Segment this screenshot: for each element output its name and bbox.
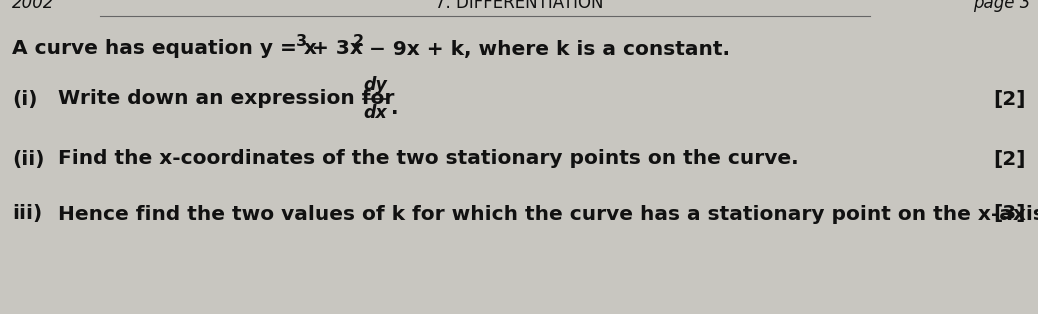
Text: iii): iii) <box>12 204 43 224</box>
Text: Find the x-coordinates of the two stationary points on the curve.: Find the x-coordinates of the two statio… <box>58 149 798 169</box>
Text: [2]: [2] <box>993 149 1026 169</box>
Text: (ii): (ii) <box>12 149 45 169</box>
Text: Write down an expression for: Write down an expression for <box>58 89 394 109</box>
Text: Hence find the two values of k for which the curve has a stationary point on the: Hence find the two values of k for which… <box>58 204 1038 224</box>
Text: page 3: page 3 <box>973 0 1030 12</box>
Text: [3]: [3] <box>993 204 1026 224</box>
Text: [2]: [2] <box>993 89 1026 109</box>
Text: dx: dx <box>363 104 387 122</box>
Text: 2: 2 <box>353 35 364 50</box>
Text: + 3x: + 3x <box>305 40 363 58</box>
Text: 7. DIFFERENTIATION: 7. DIFFERENTIATION <box>435 0 603 12</box>
Text: − 9x + k, where k is a constant.: − 9x + k, where k is a constant. <box>362 40 730 58</box>
Text: 3: 3 <box>296 35 307 50</box>
Text: 2002: 2002 <box>12 0 55 12</box>
Text: (i): (i) <box>12 89 37 109</box>
Text: dy: dy <box>363 76 387 94</box>
Text: A curve has equation y = x: A curve has equation y = x <box>12 40 317 58</box>
Text: .: . <box>391 100 399 118</box>
